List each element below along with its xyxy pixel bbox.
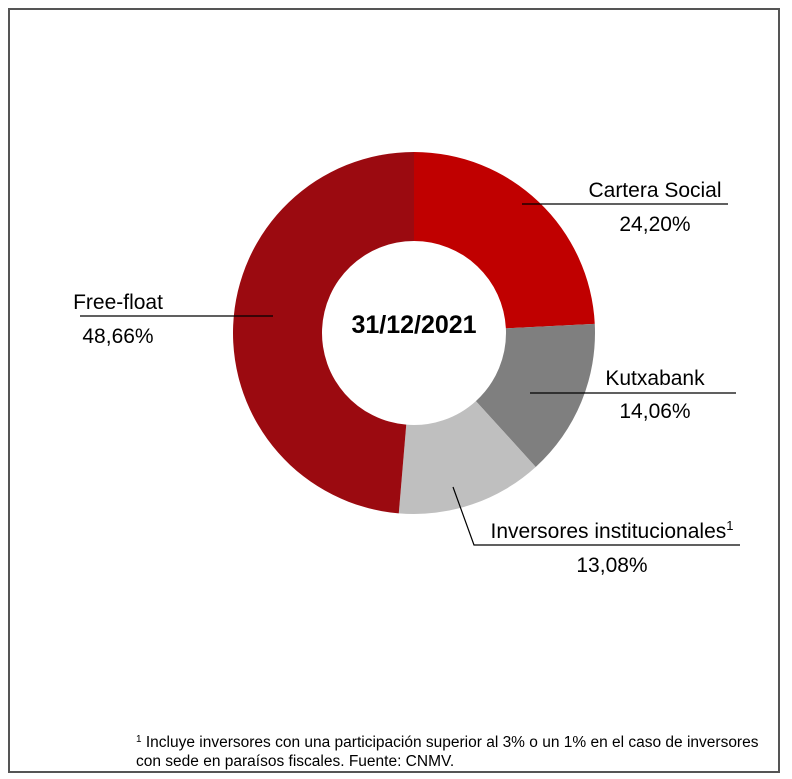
slice-free-float xyxy=(233,152,414,514)
footnote: 1 Incluye inversores con una participaci… xyxy=(136,730,776,771)
slice-cartera-social xyxy=(414,152,595,329)
footnote-text-1: Incluye inversores con una participación… xyxy=(145,734,759,751)
donut-slices xyxy=(233,152,595,514)
slice-inversores-institucionales xyxy=(398,401,536,514)
footnote-line-1: 1 Incluye inversores con una participaci… xyxy=(136,730,776,752)
slice-value-label: 13,08% xyxy=(576,554,647,577)
footnote-line-2: con sede en paraísos fiscales. Fuente: C… xyxy=(136,753,455,770)
footnote-ref: 1 xyxy=(726,518,733,533)
slice-name-label: Free-float xyxy=(73,291,163,314)
slice-name-label: Inversores institucionales1 xyxy=(490,518,733,543)
footnote-marker: 1 xyxy=(136,734,142,745)
center-label: 31/12/2021 xyxy=(351,311,476,339)
leader-line xyxy=(452,486,740,546)
slice-name-label: Cartera Social xyxy=(588,179,721,202)
chart-frame xyxy=(8,8,780,773)
slice-value-label: 48,66% xyxy=(82,325,153,348)
slice-labels: Cartera Social 24,20% Kutxabank 14,06% Inver… xyxy=(73,179,733,577)
slice-value-label: 24,20% xyxy=(619,213,690,236)
slice-value-label: 14,06% xyxy=(619,400,690,423)
slice-kutxabank xyxy=(475,323,595,467)
slice-name-label: Kutxabank xyxy=(605,367,705,390)
leader-lines xyxy=(80,203,740,546)
